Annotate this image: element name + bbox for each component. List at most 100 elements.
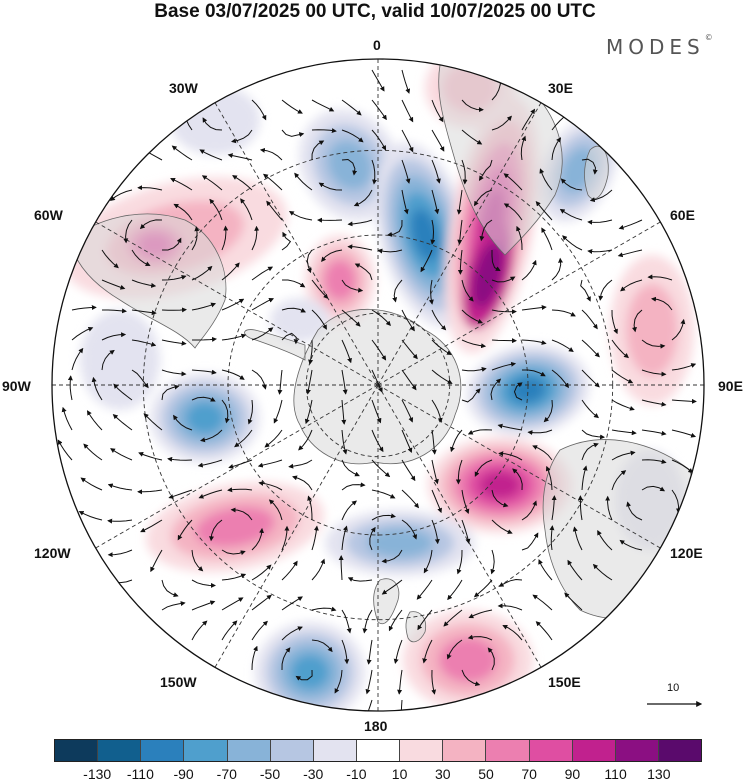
wind-arrow xyxy=(455,459,463,485)
wind-arrow xyxy=(140,519,163,533)
wind-arrow xyxy=(137,185,163,191)
colorbar-tick-label: -70 xyxy=(216,766,237,782)
wind-arrow xyxy=(131,309,157,316)
wind-arrow xyxy=(377,248,403,254)
lon-label-150e: 150E xyxy=(548,674,581,690)
wind-arrow xyxy=(581,309,598,330)
wind-arrow xyxy=(273,399,283,424)
colorbar-segment xyxy=(55,740,99,761)
wind-arrow xyxy=(91,376,103,401)
wind-arrow xyxy=(170,177,193,191)
wind-arrow xyxy=(288,459,313,469)
wind-arrow xyxy=(503,173,523,191)
wind-arrow xyxy=(71,326,94,341)
copyright-mark: © xyxy=(704,33,713,42)
wind-arrow xyxy=(545,465,553,491)
wind-arrow xyxy=(311,639,333,653)
wind-arrow xyxy=(551,495,557,521)
wind-arrow xyxy=(131,249,151,267)
wind-arrow xyxy=(401,369,417,391)
wind-arrow xyxy=(354,263,373,281)
wind-arrow xyxy=(491,361,517,371)
wind-arrow xyxy=(341,129,364,143)
wind-arrow xyxy=(307,495,313,521)
wind-arrow xyxy=(161,579,179,598)
wind-arrow xyxy=(491,250,501,271)
wind-arrow xyxy=(401,459,416,482)
graticule-line xyxy=(214,384,379,668)
wind-arrow xyxy=(551,369,569,389)
reference-arrow-icon xyxy=(647,701,703,707)
wind-arrow xyxy=(369,526,376,551)
wind-arrow xyxy=(197,459,223,468)
wind-arrow xyxy=(200,429,223,443)
wind-arrow xyxy=(549,525,555,551)
wind-arrow xyxy=(401,399,414,423)
land-mass xyxy=(373,578,400,625)
wind-arrow xyxy=(173,203,193,221)
wind-arrow xyxy=(581,399,599,419)
wind-arrow xyxy=(221,549,246,556)
wind-arrow xyxy=(161,384,180,401)
colorbar-segment xyxy=(572,740,616,761)
wind-arrow xyxy=(671,363,697,371)
wind-arrow xyxy=(535,201,553,221)
wind-arrow xyxy=(281,626,303,641)
wind-arrow xyxy=(191,226,200,251)
colorbar-segment xyxy=(313,740,357,761)
wind-arrow xyxy=(86,410,103,431)
wind-arrow xyxy=(521,259,537,281)
wind-arrow xyxy=(353,189,373,207)
wind-arrow xyxy=(401,339,418,360)
wind-arrow xyxy=(113,383,133,401)
wind-arrow xyxy=(251,327,274,341)
lon-label-120e: 120E xyxy=(670,545,703,561)
colorbar-tick-label: 130 xyxy=(647,766,671,782)
wind-arrow xyxy=(538,559,553,581)
wind-arrow xyxy=(371,489,396,499)
colorbar-tick-label: -110 xyxy=(126,766,154,782)
wind-arrow xyxy=(112,414,133,431)
lon-label-30e: 30E xyxy=(548,80,573,96)
wind-arrow xyxy=(611,369,634,384)
anomaly-contour xyxy=(472,242,504,308)
wind-arrow xyxy=(341,99,362,116)
land-mass xyxy=(69,213,227,349)
wind-arrow xyxy=(513,382,523,401)
wind-arrow xyxy=(671,459,694,474)
wind-arrow xyxy=(161,274,187,281)
wind-arrow xyxy=(539,168,553,191)
colorbar-segment xyxy=(98,740,142,761)
wind-arrow xyxy=(651,296,673,311)
wind-arrow xyxy=(371,129,387,151)
wind-arrow xyxy=(371,159,378,185)
wind-arrow xyxy=(420,249,433,273)
wind-arrow xyxy=(341,339,352,364)
wind-arrow xyxy=(490,549,496,575)
graticule-line xyxy=(214,102,379,386)
wind-arrow xyxy=(617,249,643,258)
wind-arrow xyxy=(311,525,319,551)
wind-arrow xyxy=(318,182,343,191)
wind-arrow xyxy=(131,279,157,288)
wind-arrow xyxy=(150,549,163,573)
wind-arrow xyxy=(491,338,517,344)
anomaly-contour xyxy=(324,260,356,300)
wind-arrow xyxy=(619,539,643,551)
wind-arrow xyxy=(168,489,193,499)
wind-arrow xyxy=(497,423,523,431)
wind-arrow xyxy=(251,564,272,581)
wind-arrow xyxy=(491,115,512,131)
wind-arrow xyxy=(281,525,290,551)
wind-arrow xyxy=(371,513,396,521)
wind-arrow xyxy=(67,375,73,401)
wind-arrow xyxy=(572,526,583,551)
wind-arrow xyxy=(611,309,618,335)
land-mass xyxy=(405,611,427,643)
wind-arrow xyxy=(551,339,574,352)
wind-arrow xyxy=(461,388,481,403)
wind-arrow xyxy=(311,309,327,330)
wind-arrow xyxy=(641,429,667,436)
colorbar-tick-label: 50 xyxy=(478,766,494,782)
wind-arrow xyxy=(221,620,238,641)
